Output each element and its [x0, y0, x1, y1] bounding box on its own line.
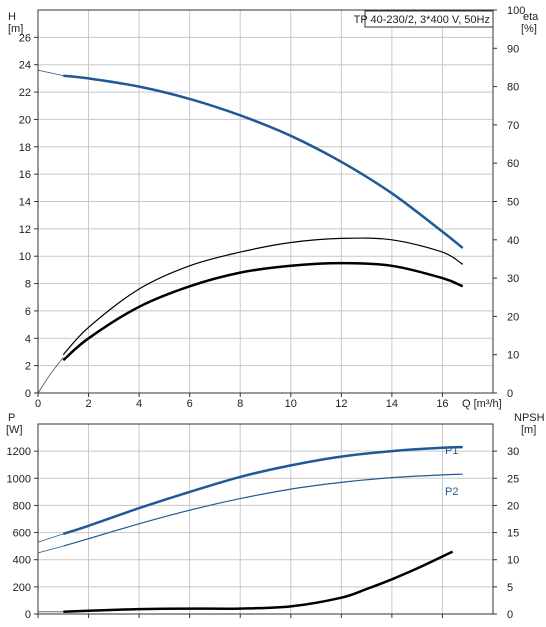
head-right-tick-label: 30 — [507, 273, 519, 285]
head-y-tick-label: 2 — [25, 361, 31, 373]
head-y-tick-label: 4 — [25, 333, 31, 345]
head-y-tick-label: 22 — [19, 87, 31, 99]
p2-extension-curve — [37, 545, 64, 554]
p1-curve — [62, 445, 463, 536]
head-curves — [37, 69, 464, 394]
x-tick-label: 4 — [136, 398, 142, 410]
head-y-tick-label: 12 — [19, 224, 31, 236]
x-tick-label: 8 — [237, 398, 243, 410]
head-y-tick-label: 8 — [25, 279, 31, 291]
title-box-frame — [364, 10, 494, 28]
chart-title: TP 40-230/2, 3*400 V, 50Hz — [354, 14, 490, 26]
power-right-tick-label: 5 — [507, 582, 513, 594]
head-grid — [37, 10, 493, 394]
power-curves — [37, 445, 463, 614]
head-y-tick-label: 18 — [19, 142, 31, 154]
npsh-axis-label: NPSH — [514, 412, 545, 424]
head-right-tick-label: 20 — [507, 311, 519, 323]
efficiency-thin-curve — [62, 237, 464, 356]
power-y-tick-label: 400 — [13, 555, 31, 567]
head-y-tick-label: 26 — [19, 32, 31, 44]
power-right-tick-label: 25 — [507, 473, 519, 485]
power-axis-ticks: 0 200 400 600 800 1000 1200 0 5 10 15 20 25 30 — [7, 446, 520, 621]
x-tick-label: 14 — [386, 398, 398, 410]
power-y-tick-label: 200 — [13, 582, 31, 594]
head-right-tick-label: 40 — [507, 235, 519, 247]
head-axis-label: H — [8, 11, 16, 23]
head-right-tick-label: 0 — [507, 388, 513, 400]
head-y-tick-label: 6 — [25, 306, 31, 318]
head-right-tick-label: 50 — [507, 197, 519, 209]
head-axis-unit: [m] — [8, 23, 23, 35]
head-y-tick-label: 0 — [25, 388, 31, 400]
npsh-axis-unit: [m] — [521, 424, 536, 436]
head-right-tick-label: 70 — [507, 120, 519, 132]
power-right-tick-label: 10 — [507, 555, 519, 567]
power-right-tick-label: 30 — [507, 446, 519, 458]
head-right-tick-label: 10 — [507, 350, 519, 362]
power-right-tick-label: 20 — [507, 500, 519, 512]
power-right-tick-label: 15 — [507, 528, 519, 540]
power-axis-unit: [W] — [6, 424, 23, 436]
head-curve — [63, 74, 464, 249]
head-y-tick-label: 16 — [19, 169, 31, 181]
power-right-tick-label: 0 — [507, 609, 513, 621]
x-tick-label: 12 — [335, 398, 347, 410]
head-right-tick-label: 80 — [507, 82, 519, 94]
p1-curve-label: P1 — [445, 445, 458, 457]
head-extension-curve — [37, 69, 64, 77]
head-axis-ticks: 0 2 4 6 8 10 12 14 16024681012141618202224260102… — [19, 5, 526, 410]
npsh-curve — [63, 550, 454, 614]
efficiency-axis-unit: [%] — [521, 23, 537, 35]
head-efficiency-panel: 0 2 4 6 8 10 12 14 16024681012141618202224260102… — [8, 5, 539, 410]
efficiency-axis-label: eta — [523, 11, 539, 23]
power-axis-label: P — [8, 412, 15, 424]
head-y-tick-label: 20 — [19, 114, 31, 126]
head-y-tick-label: 14 — [19, 197, 31, 209]
x-tick-label: 0 — [35, 398, 41, 410]
head-right-tick-label: 100 — [507, 5, 525, 17]
p1-extension-curve — [37, 533, 64, 543]
p2-curve-label: P2 — [445, 486, 458, 498]
head-y-tick-label: 10 — [19, 251, 31, 263]
power-y-tick-label: 1200 — [7, 446, 31, 458]
head-right-tick-label: 90 — [507, 43, 519, 55]
title-box: TP 40-230/2, 3*400 V, 50Hz — [354, 10, 494, 28]
power-y-tick-label: 600 — [13, 528, 31, 540]
power-plot-frame — [37, 423, 494, 615]
efficiency-thick-curve — [62, 261, 464, 362]
efficiency-extension-curve — [37, 357, 64, 394]
head-y-tick-label: 24 — [19, 60, 31, 72]
x-tick-label: 10 — [285, 398, 297, 410]
power-y-tick-label: 800 — [13, 500, 31, 512]
x-tick-label: 6 — [187, 398, 193, 410]
x-tick-label: 2 — [85, 398, 91, 410]
power-y-tick-label: 1000 — [7, 473, 31, 485]
flow-axis-label: Q [m³/h] — [462, 398, 502, 410]
head-right-tick-label: 60 — [507, 158, 519, 170]
x-tick-label: 16 — [436, 398, 448, 410]
power-y-tick-label: 0 — [25, 609, 31, 621]
p2-curve — [63, 473, 463, 547]
